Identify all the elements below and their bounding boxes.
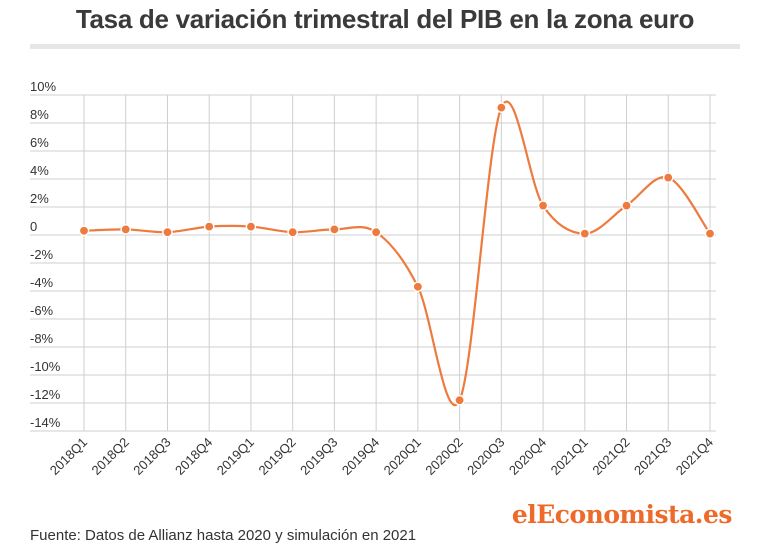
y-tick-label: -4% [30,275,54,290]
data-point-2018Q3 [162,226,173,238]
data-point-2021Q4 [704,228,716,239]
y-tick-label: 6% [30,135,49,150]
data-point-2021Q3 [662,172,674,183]
x-tick-label: 2019Q1 [214,435,257,478]
x-tick-label: 2018Q3 [130,435,173,478]
x-tick-label: 2018Q4 [172,435,215,478]
data-point-2019Q3 [329,224,340,235]
y-axis-ticks: 10% 8% 6% 4% 2% 0 -2% -4% -6% -8% -10% -12% -14% [30,79,61,430]
x-tick-label: 2020Q2 [422,435,465,478]
y-tick-label: 0 [30,219,37,234]
data-point-2018Q1 [78,225,90,237]
title-divider [30,44,740,49]
x-tick-label: 2018Q1 [47,435,90,478]
data-point-2020Q1 [412,281,424,293]
y-tick-label: -8% [30,331,54,346]
data-point-2019Q4 [370,226,382,238]
y-tick-label: -2% [30,247,54,262]
data-point-2018Q2 [120,224,132,235]
data-points [78,102,716,406]
y-tick-label: 8% [30,107,49,122]
x-tick-label: 2019Q3 [297,435,340,478]
x-tick-label: 2020Q4 [506,435,549,478]
x-tick-label: 2020Q1 [381,435,424,478]
x-tick-label: 2021Q1 [548,435,591,478]
data-point-2019Q1 [245,221,257,232]
y-tick-label: 10% [30,79,56,94]
x-tick-label: 2021Q2 [589,435,632,478]
y-tick-label: -12% [30,387,61,402]
grid-layer [30,94,716,432]
series-line [83,100,711,406]
x-tick-label: 2020Q3 [464,435,507,478]
data-point-2020Q4 [537,200,549,211]
chart-title: Tasa de variación trimestral del PIB en … [75,4,695,34]
source-note: Fuente: Datos de Allianz hasta 2020 y si… [30,527,417,544]
x-tick-label: 2019Q4 [339,435,382,478]
data-point-2021Q2 [621,200,632,211]
data-point-2020Q2 [454,394,465,406]
data-point-2021Q1 [579,228,591,239]
x-tick-label: 2021Q3 [631,435,674,478]
y-tick-label: -14% [30,415,61,430]
data-point-2019Q2 [287,226,298,238]
x-axis-ticks: 2018Q12018Q22018Q32018Q42019Q12019Q22019… [47,435,716,478]
y-tick-label: -6% [30,303,54,318]
x-tick-label: 2019Q2 [255,435,298,478]
y-tick-label: -10% [30,359,61,374]
data-point-2020Q3 [496,102,507,113]
data-point-2018Q4 [203,221,215,232]
y-tick-label: 4% [30,163,49,178]
x-tick-label: 2021Q4 [673,435,716,478]
y-tick-label: 2% [30,191,49,206]
x-tick-label: 2018Q2 [89,435,132,478]
brand-logo: elEconomista.es [511,500,733,529]
